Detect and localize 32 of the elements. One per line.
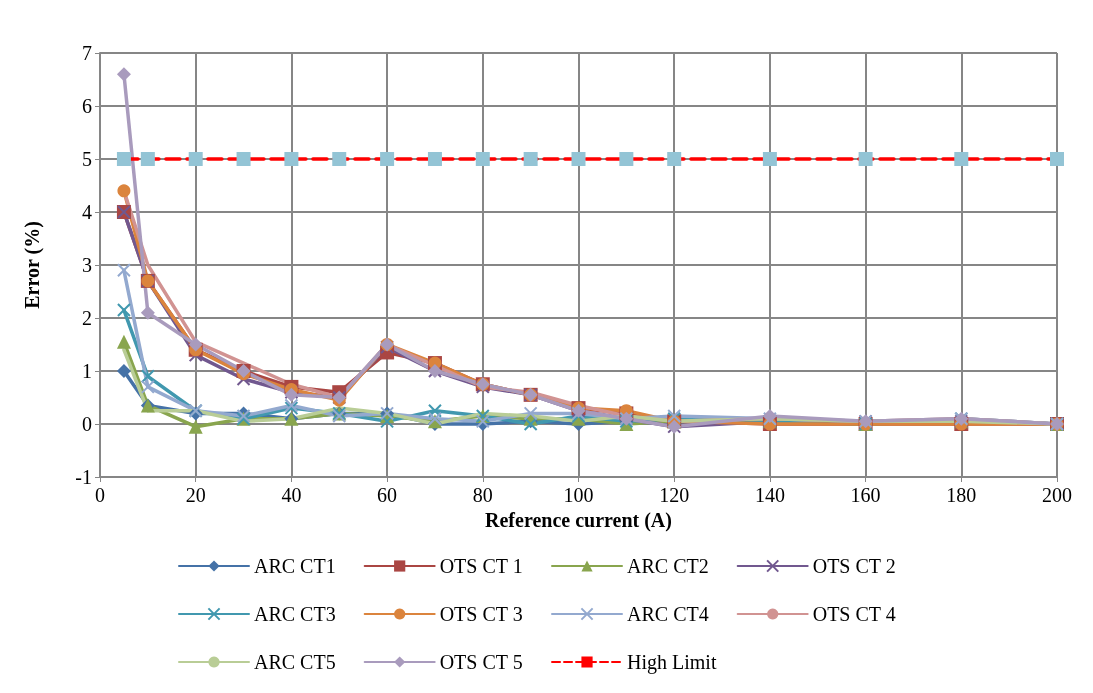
- y-tick-label: 2: [82, 307, 92, 329]
- y-tick-label: 4: [82, 201, 92, 223]
- x-tick-label: 160: [850, 484, 881, 506]
- legend-label: OTS CT 2: [812, 555, 896, 577]
- y-tick-label: 5: [82, 148, 92, 170]
- legend-label: OTS CT 4: [812, 603, 896, 625]
- legend-label: High Limit: [627, 651, 717, 674]
- legend-label: OTS CT 1: [439, 555, 523, 577]
- y-axis-title: Error (%): [21, 221, 44, 309]
- legend-label: ARC CT5: [254, 651, 336, 673]
- y-tick-label: 6: [82, 95, 92, 117]
- legend-label: OTS CT 5: [439, 651, 523, 673]
- x-tick-label: 200: [1042, 484, 1072, 506]
- x-tick-label: 80: [472, 484, 493, 506]
- x-axis-title: Reference current (A): [485, 508, 672, 532]
- legend-label: OTS CT 3: [439, 603, 523, 625]
- legend-label: ARC CT3: [254, 603, 336, 625]
- legend-label: ARC CT1: [254, 555, 336, 577]
- x-tick-label: 20: [185, 484, 206, 506]
- x-tick-label: 180: [946, 484, 977, 506]
- legend-label: ARC CT4: [627, 603, 709, 625]
- x-tick-label: 140: [754, 484, 785, 506]
- x-tick-label: 120: [659, 484, 690, 506]
- y-tick-label: 7: [82, 42, 92, 64]
- y-tick-label: 0: [82, 413, 92, 435]
- x-tick-label: 100: [563, 484, 594, 506]
- x-tick-label: 60: [377, 484, 398, 506]
- x-tick-label: 40: [281, 484, 302, 506]
- y-tick-label: -1: [75, 466, 92, 488]
- legend-label: ARC CT2: [627, 555, 709, 577]
- y-tick-label: 3: [82, 254, 92, 276]
- y-tick-label: 1: [82, 360, 92, 382]
